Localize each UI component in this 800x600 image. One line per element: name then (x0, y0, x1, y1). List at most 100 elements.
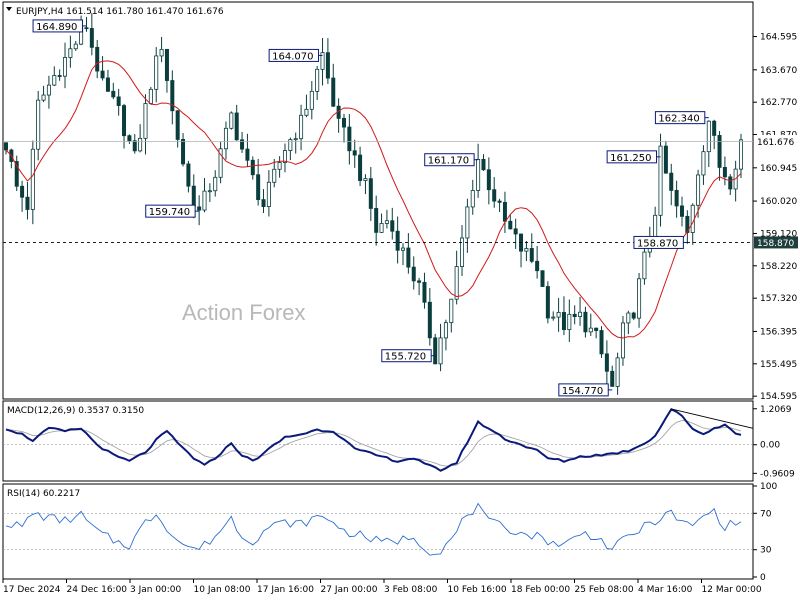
candle-body (304, 108, 309, 116)
candle-body (599, 330, 604, 355)
candle-body (272, 168, 277, 183)
macd-trendline (671, 408, 754, 429)
candle-body (245, 148, 250, 161)
time-tick-label: 24 Dec 16:00 (67, 585, 128, 595)
price-tick-label: 160.945 (760, 164, 797, 174)
candle-body (331, 77, 336, 107)
candle-body (502, 201, 507, 222)
callout-box (268, 48, 320, 62)
candle-body (266, 181, 271, 207)
moving-average-line (5, 60, 742, 339)
candle-body (572, 313, 577, 317)
candle-body (368, 178, 373, 209)
macd-tick-label: 0.00 (760, 441, 780, 451)
time-tick-label: 27 Jan 00:00 (321, 585, 378, 595)
time-tick-label: 3 Jan 00:00 (130, 585, 182, 595)
candle-body (422, 281, 427, 303)
candle-body (116, 96, 121, 106)
candle-body (143, 103, 148, 139)
candle-body (261, 199, 266, 207)
rsi-tick-label: 0 (760, 573, 766, 583)
candle-body (132, 140, 137, 152)
price-tick-label: 156.395 (760, 327, 797, 337)
callout-box (32, 19, 83, 33)
candle-body (148, 88, 153, 104)
time-tick-label: 4 Mar 16:00 (638, 585, 693, 595)
candle-body (122, 105, 127, 137)
callout-label: 164.070 (272, 51, 313, 62)
candle-body (277, 162, 282, 170)
rsi-indicator-layer: 100 70 30 0 (3, 482, 777, 583)
candle-body (492, 189, 497, 202)
candle-body (197, 206, 202, 211)
candle-body (615, 357, 620, 387)
candle-body (561, 312, 566, 330)
candle-body (594, 327, 599, 331)
candle-body (637, 278, 642, 319)
candle-body (626, 312, 631, 324)
candle-body (111, 90, 116, 98)
candle-body (4, 142, 9, 151)
callout-box (424, 153, 475, 167)
candle-body (341, 117, 346, 128)
candle-body (14, 161, 19, 187)
rsi-tick-label: 30 (760, 546, 772, 556)
callout-label: 161.170 (428, 156, 469, 167)
watermark: Action Forex (182, 300, 306, 325)
candle-body (240, 139, 245, 150)
candle-body (52, 75, 57, 86)
candle-body (567, 313, 572, 330)
candle-body (207, 190, 212, 193)
candle-body (138, 137, 143, 152)
price-candles-layer (4, 12, 744, 395)
candle-body (578, 311, 583, 317)
candle-body (100, 70, 105, 79)
current-price-tag-box (753, 135, 799, 149)
candle-body (374, 208, 379, 233)
callout-label: 155.720 (385, 352, 426, 363)
candle-body (497, 200, 502, 203)
price-tick-label: 154.595 (760, 392, 797, 402)
candle-body (728, 176, 733, 190)
candle-body (449, 298, 454, 324)
price-tick-label: 158.220 (760, 262, 797, 272)
macd-signal-line (5, 420, 742, 467)
time-tick-label: 18 Feb 00:00 (511, 585, 570, 595)
candle-body (486, 169, 491, 191)
candle-body (631, 312, 636, 319)
candle-body (363, 178, 368, 181)
candle-body (170, 80, 175, 112)
candle-body (213, 176, 218, 192)
candle-body (722, 167, 727, 178)
candle-body (154, 55, 159, 90)
candle-body (41, 94, 46, 101)
horizontal-level-layer (3, 141, 753, 243)
candle-body (159, 48, 164, 57)
macd-indicator-layer: 1.2069 0.00 -0.9609 (3, 405, 795, 479)
candle-body (164, 48, 169, 81)
candle-body (256, 174, 261, 201)
callout-label: 158.870 (637, 238, 678, 249)
candle-body (105, 77, 110, 92)
candle-body (583, 311, 588, 333)
price-tick-label: 160.020 (760, 197, 797, 207)
candle-body (674, 190, 679, 207)
support-level-tag: 158.870 (757, 239, 794, 249)
macd-tick-label: 1.2069 (760, 405, 792, 415)
callout-label: 164.890 (36, 22, 77, 33)
candle-body (620, 322, 625, 359)
chart-title: EURJPY,H4 161.514 161.780 161.470 161.67… (16, 7, 224, 17)
candle-body (513, 228, 518, 235)
candle-body (191, 185, 196, 208)
candle-body (679, 205, 684, 217)
candle-body (218, 148, 223, 178)
candle-body (406, 247, 411, 268)
candle-body (186, 163, 191, 187)
price-tick-label: 163.670 (760, 66, 797, 76)
candle-body (358, 154, 363, 181)
time-tick-label: 17 Dec 2024 (3, 585, 61, 595)
candle-body (63, 57, 68, 77)
dropdown-triangle-icon[interactable] (6, 7, 12, 11)
candle-body (68, 48, 73, 58)
